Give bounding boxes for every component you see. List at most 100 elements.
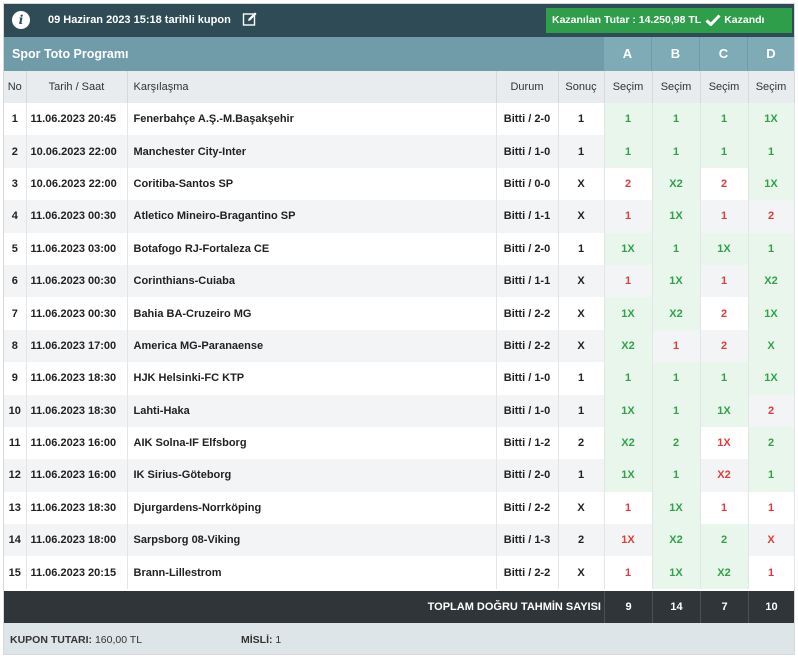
row-status: Bitti / 1-1 xyxy=(496,264,559,298)
row-pick-a: 1X xyxy=(604,459,653,492)
row-datetime: 11.06.2023 18:00 xyxy=(26,524,128,557)
table-row: 6 11.06.2023 00:30 Corinthians-Cuiaba Bitti… xyxy=(4,264,795,298)
total-c: 7 xyxy=(700,591,748,623)
row-pick-b: X2 xyxy=(652,167,701,201)
header-no: No xyxy=(4,71,27,103)
row-pick-d: X2 xyxy=(748,264,795,298)
row-pick-d: 1 xyxy=(748,491,795,525)
row-pick-a: 1 xyxy=(604,200,653,233)
row-pick-c: 1X xyxy=(700,394,749,427)
header-pick-b: Seçim xyxy=(652,71,701,103)
row-pick-a: 1 xyxy=(604,362,653,395)
row-pick-a: 1X xyxy=(604,297,653,330)
row-status: Bitti / 2-0 xyxy=(496,459,559,492)
row-match: Brann-Lillestrom xyxy=(127,556,497,589)
row-match: Atletico Mineiro-Bragantino SP xyxy=(127,200,497,233)
row-result: X xyxy=(558,297,605,330)
coupon-panel: i 09 Haziran 2023 15:18 tarihli kupon Ka… xyxy=(3,3,795,655)
row-no: 6 xyxy=(4,264,27,298)
row-pick-a: 1 xyxy=(604,264,653,298)
row-no: 3 xyxy=(4,167,27,201)
header-pick-c: Seçim xyxy=(700,71,749,103)
row-status: Bitti / 0-0 xyxy=(496,167,559,201)
row-pick-c: 2 xyxy=(700,524,749,557)
table-row: 13 11.06.2023 18:30 Djurgardens-Norrköping… xyxy=(4,491,795,525)
row-result: X xyxy=(558,329,605,363)
row-pick-c: 1 xyxy=(700,491,749,525)
table-header-row: No Tarih / Saat Karşılaşma Durum Sonuç S… xyxy=(4,71,795,103)
row-pick-c: 1X xyxy=(700,426,749,460)
coupon-amount-label: KUPON TUTARI: xyxy=(10,634,93,646)
row-pick-c: 1 xyxy=(700,103,749,136)
row-pick-b: 1 xyxy=(652,232,701,265)
row-status: Bitti / 1-0 xyxy=(496,362,559,395)
row-match: Manchester City-Inter xyxy=(127,135,497,168)
column-c-letter: C xyxy=(700,37,747,71)
row-pick-b: 1 xyxy=(652,459,701,492)
row-datetime: 11.06.2023 16:00 xyxy=(26,459,128,492)
row-pick-b: 1 xyxy=(652,135,701,168)
row-pick-d: X xyxy=(748,329,795,363)
row-pick-a: 1 xyxy=(604,135,653,168)
row-status: Bitti / 2-0 xyxy=(496,232,559,265)
row-pick-c: 1 xyxy=(700,362,749,395)
table-row: 10 11.06.2023 18:30 Lahti-Haka Bitti / 1-0 1… xyxy=(4,394,795,427)
row-pick-c: 1 xyxy=(700,135,749,168)
row-no: 12 xyxy=(4,459,27,492)
row-pick-a: 1X xyxy=(604,524,653,557)
row-status: Bitti / 2-2 xyxy=(496,329,559,363)
row-datetime: 11.06.2023 00:30 xyxy=(26,200,128,233)
row-datetime: 11.06.2023 16:00 xyxy=(26,426,128,460)
row-no: 14 xyxy=(4,524,27,557)
row-pick-c: X2 xyxy=(700,556,749,589)
row-pick-b: 1X xyxy=(652,200,701,233)
row-datetime: 11.06.2023 03:00 xyxy=(26,232,128,265)
row-pick-b: 1X xyxy=(652,264,701,298)
row-pick-a: 1X xyxy=(604,232,653,265)
won-amount: Kazanılan Tutar : 14.250,98 TL xyxy=(552,14,702,26)
row-pick-b: 2 xyxy=(652,426,701,460)
table-row: 8 11.06.2023 17:00 America MG-Paranaense Bi… xyxy=(4,329,795,363)
row-match: Lahti-Haka xyxy=(127,394,497,427)
row-result: 1 xyxy=(558,459,605,492)
row-match: IK Sirius-Göteborg xyxy=(127,459,497,492)
program-header: Spor Toto Programı A B C D xyxy=(4,37,794,71)
row-pick-d: X xyxy=(748,524,795,557)
multiplier-value: 1 xyxy=(275,634,282,646)
multiplier-label: MİSLİ: xyxy=(241,634,273,646)
totals-bar: TOPLAM DOĞRU TAHMİN SAYISI 9 14 7 10 xyxy=(4,591,794,623)
row-pick-a: X2 xyxy=(604,426,653,460)
row-pick-d: 2 xyxy=(748,394,795,427)
program-title: Spor Toto Programı xyxy=(12,47,129,61)
row-no: 8 xyxy=(4,329,27,363)
row-pick-c: X2 xyxy=(700,459,749,492)
edit-icon[interactable] xyxy=(242,11,258,27)
row-no: 9 xyxy=(4,362,27,395)
column-b-letter: B xyxy=(652,37,699,71)
row-no: 15 xyxy=(4,556,27,589)
row-pick-c: 2 xyxy=(700,297,749,330)
row-pick-a: 1 xyxy=(604,491,653,525)
table-row: 9 11.06.2023 18:30 HJK Helsinki-FC KTP Bitt… xyxy=(4,362,795,395)
row-result: X xyxy=(558,491,605,525)
row-no: 7 xyxy=(4,297,27,330)
row-no: 2 xyxy=(4,135,27,168)
row-status: Bitti / 2-2 xyxy=(496,297,559,330)
row-result: 1 xyxy=(558,232,605,265)
row-result: 1 xyxy=(558,103,605,136)
row-pick-c: 1 xyxy=(700,200,749,233)
total-a: 9 xyxy=(604,591,652,623)
row-result: 1 xyxy=(558,135,605,168)
row-status: Bitti / 1-0 xyxy=(496,135,559,168)
row-pick-d: 1 xyxy=(748,135,795,168)
column-d-letter: D xyxy=(748,37,794,71)
coupon-amount: KUPON TUTARI: 160,00 TL xyxy=(10,634,142,646)
table-row: 5 11.06.2023 03:00 Botafogo RJ-Fortaleza C… xyxy=(4,232,795,265)
check-icon xyxy=(705,14,721,27)
table-row: 2 10.06.2023 22:00 Manchester City-Inter Bi… xyxy=(4,135,795,168)
table-row: 15 11.06.2023 20:15 Brann-Lillestrom Bitti … xyxy=(4,556,795,589)
total-d: 10 xyxy=(748,591,794,623)
row-pick-b: 1 xyxy=(652,329,701,363)
info-icon[interactable]: i xyxy=(12,11,30,29)
row-pick-d: 1 xyxy=(748,459,795,492)
